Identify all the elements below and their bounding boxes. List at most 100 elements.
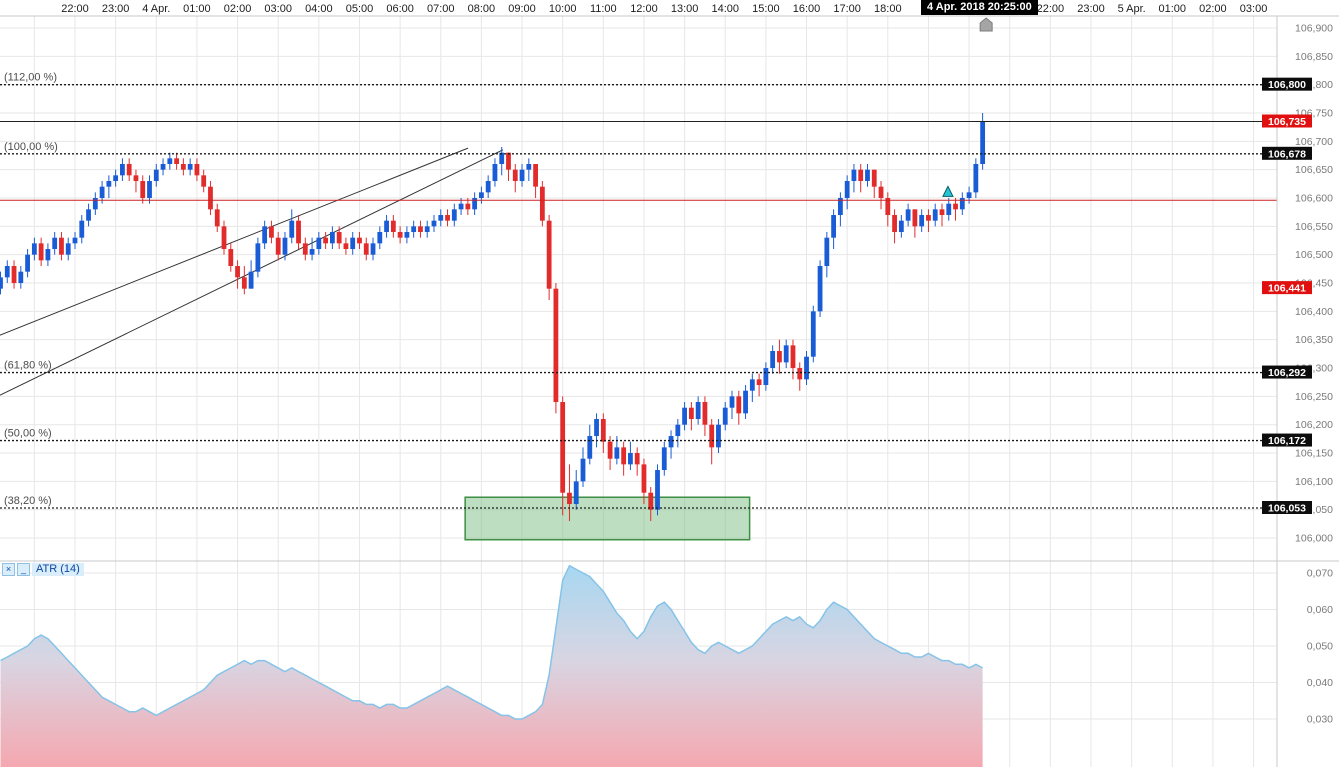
candle-body [567,492,572,505]
candle-body [194,164,200,176]
candle-body [438,215,444,221]
fib-price-badge-text: 106,292 [1268,367,1306,379]
candle-body [38,243,44,261]
candle-body [831,215,837,238]
candle-body [519,169,525,182]
candle-body [248,271,254,289]
candle-body [614,447,620,459]
time-axis-label: 05:00 [346,3,374,15]
time-axis-label: 11:00 [590,3,617,15]
candle-body [878,186,884,199]
price-axis-label: 106,400 [1295,306,1333,318]
candle-body [695,402,701,420]
time-axis[interactable]: 22:00 23:00 4 Apr. 01:00 02:00 03:00 04:00 05:0… [61,3,1267,15]
candle-body [912,209,918,227]
price-axis-label: 106,500 [1295,249,1333,261]
candle-body [25,254,30,272]
candle-body [865,169,870,182]
candle-body [587,436,593,459]
candle-body [208,186,213,210]
candle-body [919,215,925,227]
candle-body [329,232,335,244]
candle-body [871,169,877,187]
candle-body [506,152,511,170]
time-axis-label: 03:00 [1240,3,1268,15]
candle-body [594,419,599,437]
support-zone[interactable] [464,496,751,541]
candle-body [309,249,315,255]
candle-body [634,453,640,465]
candle-body [777,351,782,363]
candle-body [499,152,505,165]
candle-body [86,209,91,221]
candle-body [390,220,396,233]
candle-body [932,209,938,221]
candle-body [797,368,803,380]
atr-close-button[interactable]: × [2,563,15,576]
time-axis-label: 17:00 [833,3,861,15]
candle-body [52,237,58,250]
fib-percent-label: (100,00 %) [4,141,58,153]
candle-body [458,203,464,210]
candle-body [837,198,843,216]
candle-body [851,169,857,182]
candle-body [269,226,274,238]
candle-body [743,390,748,414]
time-axis-label: 01:00 [1159,3,1187,15]
buy-marker[interactable] [942,185,954,197]
atr-pane [0,564,983,767]
fib-price-badge-bg[interactable] [1262,146,1312,160]
fib-price-badge-bg[interactable] [1262,77,1312,91]
candle-body [668,436,674,448]
time-axis-label: 04:00 [305,3,333,15]
fib-price-badge-bg[interactable] [1262,500,1312,514]
candle-body [722,407,728,425]
candle-body [167,158,173,165]
candle-body [479,192,484,199]
fib-price-badge-bg[interactable] [1262,433,1312,447]
candle-body [885,198,891,216]
atr-axis-label: 0,040 [1307,677,1333,689]
price-alert-badge-bg[interactable] [1262,281,1312,295]
candles [0,113,986,522]
candle-body [411,226,417,233]
candle-body [424,226,430,233]
price-axis[interactable]: 106,900106,850106,800106,750106,700106,6… [1295,23,1333,726]
candle-body [418,226,423,233]
atr-minimize-button[interactable]: _ [17,563,30,576]
time-axis-label: 23:00 [1077,3,1105,15]
trendline[interactable] [0,147,469,336]
time-axis-label: 16:00 [793,3,821,15]
candle-body [512,169,518,182]
candle-body [472,198,478,210]
time-cursor-marker[interactable] [979,17,993,32]
price-alert-badge-bg[interactable] [1262,114,1312,128]
fib-price-badge-text: 106,678 [1268,148,1306,160]
candle-body [296,220,301,244]
atr-axis-label: 0,050 [1307,641,1333,653]
candle-body [546,220,552,289]
candle-body [709,424,715,448]
candle-body [892,215,897,233]
candle-body [180,164,186,170]
atr-axis-label: 0,060 [1307,604,1333,616]
time-axis-label: 13:00 [671,3,699,15]
candle-body [79,220,85,238]
atr-indicator-label[interactable]: ATR (14) [32,563,84,576]
candle-body [235,266,240,278]
price-axis-label: 106,200 [1295,419,1333,431]
candle-body [946,203,952,216]
time-axis-label: 07:00 [427,3,455,15]
price-axis-label: 106,600 [1295,193,1333,205]
price-axis-label: 106,150 [1295,448,1333,460]
candle-body [59,237,64,255]
candle-body [804,356,809,380]
time-axis-label: 02:00 [1199,3,1227,15]
candle-body [675,424,681,437]
fib-price-badge-bg[interactable] [1262,365,1312,379]
candle-body [31,243,37,255]
candle-body [688,407,694,420]
candle-body [451,209,457,221]
time-axis-label: 10:00 [549,3,577,15]
